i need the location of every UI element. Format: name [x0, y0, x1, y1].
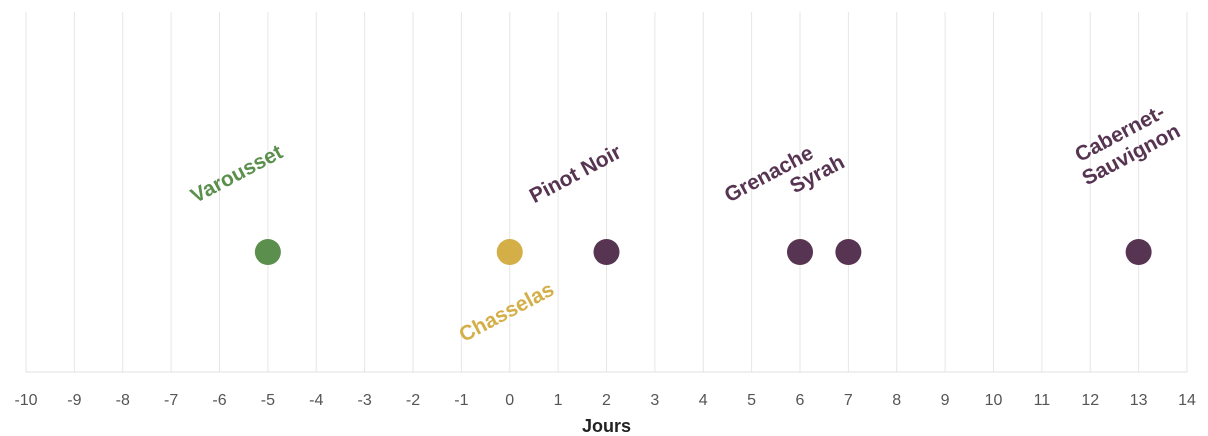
x-tick-label: 6 [796, 392, 805, 409]
x-tick-label: 0 [505, 392, 514, 409]
x-tick-label: -3 [358, 392, 372, 409]
data-point [835, 239, 862, 265]
x-tick-label: 10 [985, 392, 1003, 409]
point-label: Pinot Noir [526, 141, 625, 208]
x-axis-title: Jours [582, 416, 631, 436]
x-tick-label: 4 [699, 392, 708, 409]
x-tick-label: 7 [844, 392, 853, 409]
point-label: Chasselas [455, 278, 558, 347]
x-tick-label: 14 [1178, 392, 1196, 409]
x-tick-label: -5 [261, 392, 275, 409]
point-label: Cabernet-Sauvignon [1067, 98, 1184, 190]
x-tick-label: -6 [212, 392, 226, 409]
x-tick-label: -10 [14, 392, 37, 409]
x-tick-label: 5 [747, 392, 756, 409]
grid-lines [25, 12, 1188, 372]
x-tick-label: -9 [67, 392, 81, 409]
x-tick-label: 13 [1130, 392, 1148, 409]
data-point [787, 239, 813, 265]
x-tick-label: -2 [406, 392, 420, 409]
x-tick-label: 9 [941, 392, 950, 409]
data-point [1125, 239, 1152, 265]
x-tick-label: 3 [650, 392, 659, 409]
x-tick-label: 12 [1081, 392, 1099, 409]
x-tick-label: 11 [1034, 392, 1051, 409]
x-tick-label: 2 [602, 392, 611, 409]
x-tick-label: -7 [164, 392, 178, 409]
data-point [496, 239, 523, 265]
x-axis-ticks: -10 -9 -8 -7 -6 -5 -4 -3 -2 -1 0 1 2 3 4 5 6 7 8 9 10 11 12 13 1… [14, 392, 1196, 409]
x-tick-label: -1 [454, 392, 468, 409]
x-tick-label: 1 [554, 392, 563, 409]
data-points [254, 239, 1152, 265]
x-tick-label: -8 [116, 392, 130, 409]
x-tick-label: -4 [309, 392, 323, 409]
data-point [593, 239, 620, 265]
point-label: Varousset [187, 141, 286, 208]
x-tick-label: 8 [892, 392, 901, 409]
data-point [254, 239, 281, 265]
